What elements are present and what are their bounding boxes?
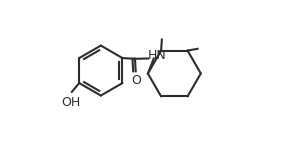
Text: HN: HN [148,49,167,62]
Text: OH: OH [61,96,80,108]
Text: O: O [131,74,141,87]
